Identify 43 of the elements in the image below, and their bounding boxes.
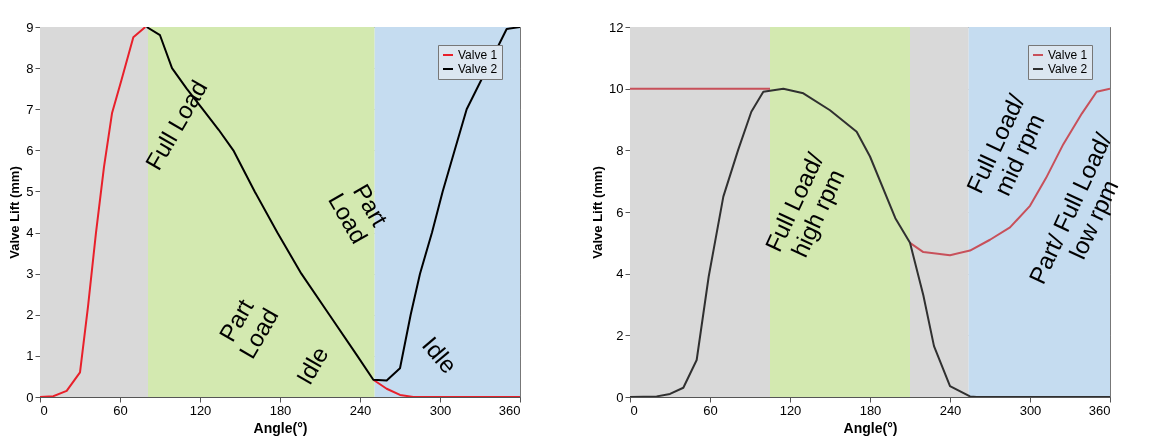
x-tick-label: 120 bbox=[779, 402, 802, 418]
legend-label: Valve 2 bbox=[1048, 62, 1088, 76]
y-tick-label: 6 bbox=[26, 142, 34, 158]
y-tick-label: 10 bbox=[609, 81, 624, 97]
y-tick-label: 4 bbox=[26, 225, 34, 241]
x-tick-label: 180 bbox=[269, 402, 292, 418]
legend-label: Valve 2 bbox=[458, 62, 498, 76]
y-tick-label: 6 bbox=[616, 204, 624, 220]
y-tick-label: 8 bbox=[616, 142, 624, 158]
annotation: Idle bbox=[290, 341, 334, 389]
y-tick-label: 12 bbox=[609, 19, 624, 35]
legend-label: Valve 1 bbox=[458, 48, 498, 62]
x-tick-label: 60 bbox=[113, 402, 128, 418]
x-tick-label: 240 bbox=[349, 402, 372, 418]
x-tick-label: 60 bbox=[703, 402, 718, 418]
annotation: Full Load/ high rpm bbox=[759, 148, 850, 262]
x-tick-label: 360 bbox=[1088, 402, 1111, 418]
x-tick-label: 300 bbox=[429, 402, 452, 418]
x-tick-label: 120 bbox=[189, 402, 212, 418]
x-tick-label: 0 bbox=[630, 402, 638, 418]
y-tick-label: 2 bbox=[616, 327, 624, 343]
y-tick-label: 8 bbox=[26, 60, 34, 76]
x-tick-label: 180 bbox=[859, 402, 882, 418]
y-tick-label: 9 bbox=[26, 19, 34, 35]
x-tick-label: 360 bbox=[498, 402, 521, 418]
annotation: Full Load/ mid rpm bbox=[960, 89, 1050, 200]
annotation: Idle bbox=[417, 331, 463, 379]
y-tick-label: 0 bbox=[616, 389, 624, 405]
y-tick-label: 1 bbox=[26, 348, 34, 364]
y-axis-title: Valve Lift (mm) bbox=[590, 166, 606, 259]
y-axis-title: Valve Lift (mm) bbox=[7, 166, 23, 259]
x-axis-title: Angle(°) bbox=[843, 419, 898, 436]
x-tick-label: 300 bbox=[1019, 402, 1042, 418]
y-tick-label: 4 bbox=[616, 266, 624, 282]
x-tick-label: 240 bbox=[939, 402, 962, 418]
y-tick-label: 7 bbox=[26, 101, 34, 117]
y-tick-label: 2 bbox=[26, 307, 34, 323]
y-tick-label: 5 bbox=[26, 183, 34, 199]
y-tick-label: 3 bbox=[26, 266, 34, 282]
y-tick-label: 0 bbox=[26, 389, 34, 405]
x-axis-title: Angle(°) bbox=[253, 419, 308, 436]
x-tick-label: 0 bbox=[40, 402, 48, 418]
legend-label: Valve 1 bbox=[1048, 48, 1088, 62]
